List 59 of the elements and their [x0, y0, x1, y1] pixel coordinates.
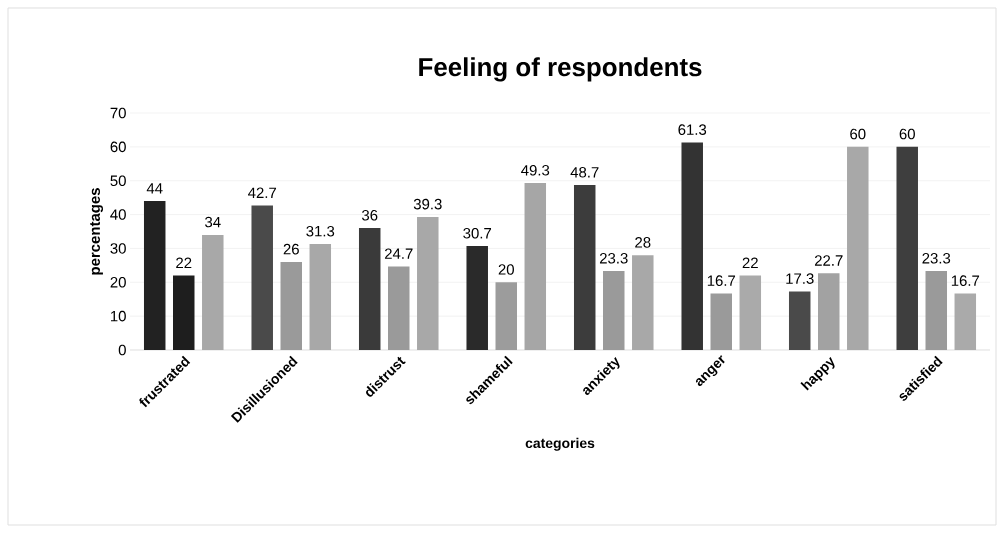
data-label: 26: [283, 243, 299, 255]
bar: [495, 282, 517, 350]
y-axis-title: percentages: [90, 188, 104, 275]
data-label: 22: [742, 257, 758, 268]
bar: [524, 183, 547, 350]
data-label: 22: [176, 257, 192, 268]
data-label: 39.3: [413, 198, 442, 210]
bar: [818, 273, 840, 350]
bar: [954, 293, 977, 350]
y-tick-label: 10: [111, 310, 126, 322]
bar: [739, 275, 762, 350]
data-label: 42.7: [248, 187, 277, 198]
data-label: 28: [635, 237, 651, 248]
bar: [847, 146, 869, 350]
data-label: 31.3: [306, 225, 335, 237]
bar: [388, 266, 410, 350]
y-tick-label: 50: [110, 175, 126, 186]
bar: [417, 216, 439, 350]
bar: [710, 293, 732, 350]
data-label: 48.7: [570, 167, 599, 178]
data-label: 22.7: [814, 255, 843, 266]
data-label: 34: [205, 216, 221, 228]
bar: [309, 244, 332, 350]
bar: [925, 271, 948, 350]
bar: [358, 228, 381, 350]
y-tick-label: 60: [110, 141, 126, 153]
data-label: 30.7: [463, 227, 492, 239]
bar: [251, 205, 273, 350]
data-label: 20: [498, 264, 514, 275]
bar: [632, 255, 654, 350]
y-tick-label: 70: [110, 107, 126, 119]
bar: [788, 291, 811, 350]
bar: [280, 261, 302, 350]
data-label: 24.7: [384, 248, 413, 259]
y-tick-label: 0: [118, 344, 126, 356]
data-label: 16.7: [707, 275, 736, 286]
bar: [143, 201, 166, 350]
bar: [202, 234, 224, 350]
data-label: 17.3: [786, 273, 814, 284]
bar: [681, 142, 703, 350]
chart-title: Feeling of respondents: [419, 57, 702, 82]
data-label: 61.3: [678, 124, 707, 135]
data-label: 23.3: [599, 253, 628, 264]
data-label: 49.3: [521, 164, 550, 176]
data-label: 16.7: [951, 275, 980, 286]
bar: [573, 185, 596, 350]
data-label: 44: [146, 183, 163, 194]
bar: [173, 275, 195, 350]
data-label: 36: [361, 210, 378, 221]
data-label: 23.3: [922, 253, 951, 264]
x-axis-title: categories: [525, 437, 595, 451]
data-label: 60: [899, 128, 915, 140]
bar: [603, 271, 625, 350]
y-tick-label: 30: [110, 243, 126, 254]
y-tick-label: 20: [110, 276, 126, 288]
bar: [896, 146, 918, 350]
data-label: 60: [850, 128, 866, 140]
bar: [466, 246, 488, 350]
y-tick-label: 40: [110, 209, 126, 220]
